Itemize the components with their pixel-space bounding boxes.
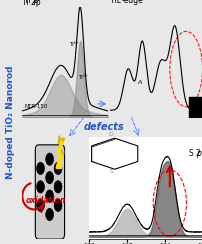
Text: S 2: S 2 bbox=[188, 149, 200, 158]
Text: oxidation: oxidation bbox=[25, 196, 65, 205]
Text: Ti⁴⁺: Ti⁴⁺ bbox=[69, 42, 78, 47]
Text: eᵔᴳ: eᵔᴳ bbox=[124, 0, 131, 1]
Circle shape bbox=[54, 162, 62, 174]
Text: S: S bbox=[109, 169, 113, 174]
Text: N-doped TiO₂ Nanorod: N-doped TiO₂ Nanorod bbox=[6, 65, 15, 179]
Circle shape bbox=[36, 162, 44, 174]
FancyBboxPatch shape bbox=[35, 145, 64, 239]
Circle shape bbox=[45, 153, 53, 165]
Text: A: A bbox=[137, 80, 141, 85]
Circle shape bbox=[45, 190, 53, 202]
Text: NTR-150: NTR-150 bbox=[24, 104, 47, 109]
Text: Ti: Ti bbox=[109, 0, 118, 5]
Text: p: p bbox=[33, 0, 38, 5]
Text: O: O bbox=[108, 132, 113, 137]
Circle shape bbox=[36, 181, 44, 193]
Circle shape bbox=[45, 172, 53, 184]
Text: N: N bbox=[60, 151, 64, 155]
Text: defects: defects bbox=[83, 122, 123, 132]
Text: Ti 2: Ti 2 bbox=[24, 0, 38, 5]
Text: Ti 2p: Ti 2p bbox=[22, 0, 41, 7]
Text: eᵔᴳ: eᵔᴳ bbox=[157, 0, 164, 1]
Circle shape bbox=[54, 199, 62, 212]
Text: -edge: -edge bbox=[121, 0, 143, 5]
Text: p: p bbox=[195, 149, 200, 158]
Text: Ti³⁺: Ti³⁺ bbox=[77, 75, 87, 80]
Polygon shape bbox=[56, 140, 61, 168]
Circle shape bbox=[45, 208, 53, 221]
Circle shape bbox=[54, 181, 62, 193]
Text: L: L bbox=[117, 0, 121, 5]
Circle shape bbox=[36, 199, 44, 212]
